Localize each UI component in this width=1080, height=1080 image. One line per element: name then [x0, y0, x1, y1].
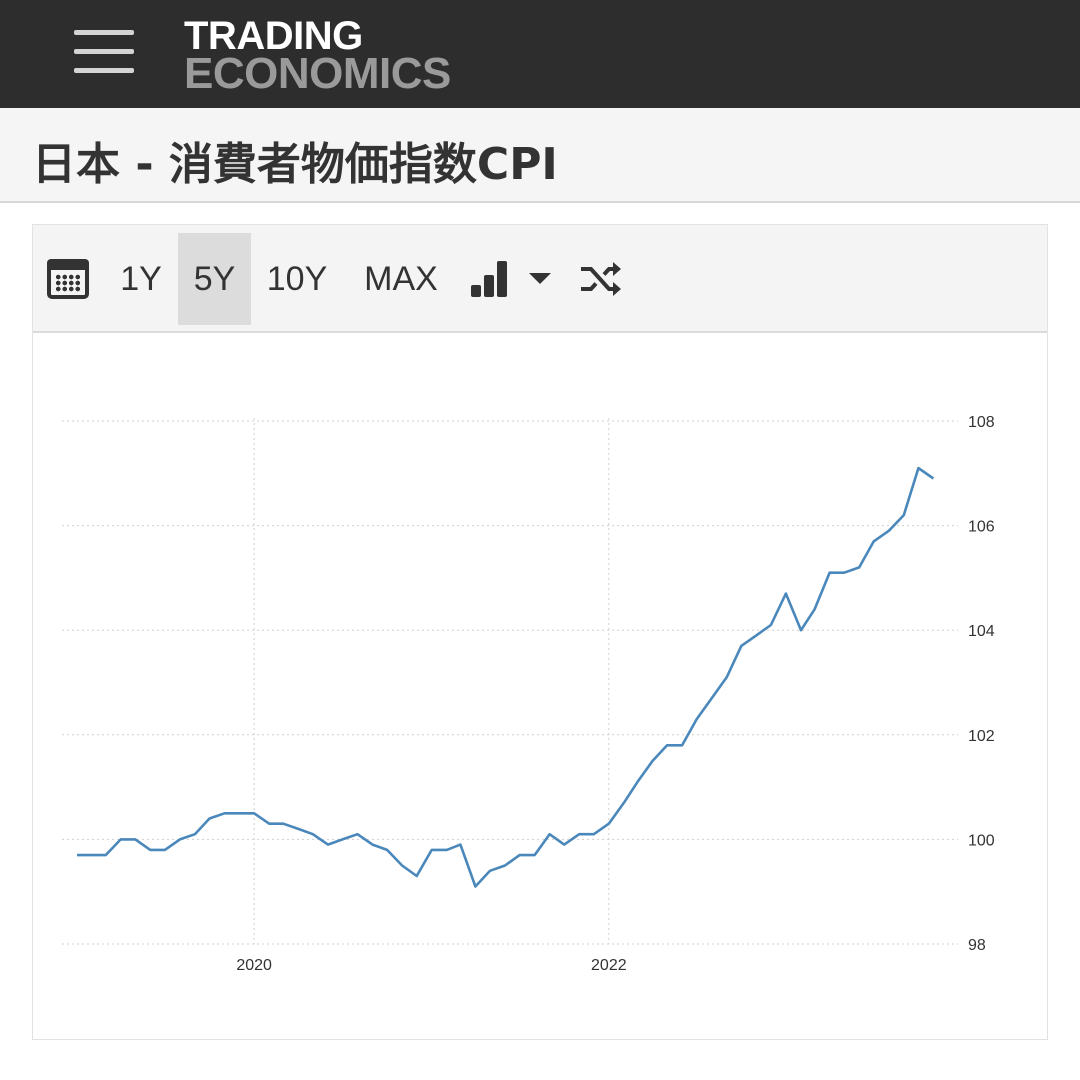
range-5y-button[interactable]: 5Y [178, 233, 251, 325]
bar-chart-icon[interactable] [471, 261, 511, 297]
page-title: 日本 - 消費者物価指数CPI [32, 139, 558, 190]
y-tick-label: 100 [968, 832, 995, 849]
range-10y-button[interactable]: 10Y [266, 260, 328, 298]
shuffle-icon[interactable] [579, 259, 623, 299]
x-axis-labels: 2020 2022 [236, 957, 626, 974]
chart-toolbar: 1Y 5Y 10Y MAX [33, 225, 1047, 333]
calendar-icon[interactable] [47, 259, 89, 299]
range-max-button[interactable]: MAX [364, 260, 438, 298]
trading-economics-logo[interactable]: TRADING ECONOMICS [184, 14, 451, 98]
x-tick-label: 2022 [591, 957, 627, 974]
range-1y-button[interactable]: 1Y [120, 260, 162, 298]
cpi-line-chart: 98 100 102 104 106 108 2020 2022 [62, 414, 995, 974]
y-tick-label: 102 [968, 728, 995, 745]
x-gridlines [253, 418, 610, 944]
hamburger-menu-icon[interactable] [74, 30, 134, 76]
caret-down-icon[interactable] [529, 273, 551, 284]
logo-line-1: TRADING [184, 14, 363, 58]
y-gridlines [62, 420, 958, 945]
y-tick-label: 104 [968, 623, 995, 640]
cpi-series-line [77, 466, 935, 888]
y-tick-label: 98 [968, 937, 986, 954]
y-tick-label: 108 [968, 414, 995, 431]
y-tick-label: 106 [968, 519, 995, 536]
x-tick-label: 2020 [236, 957, 272, 974]
logo-line-2: ECONOMICS [184, 49, 451, 98]
y-axis-labels: 98 100 102 104 106 108 [968, 414, 995, 954]
top-navbar: TRADING ECONOMICS [0, 0, 1080, 108]
chart-panel: 1Y 5Y 10Y MAX 98 100 102 104 106 108 2020 2022 [32, 224, 1048, 1040]
title-bar: 日本 - 消費者物価指数CPI [0, 108, 1080, 203]
